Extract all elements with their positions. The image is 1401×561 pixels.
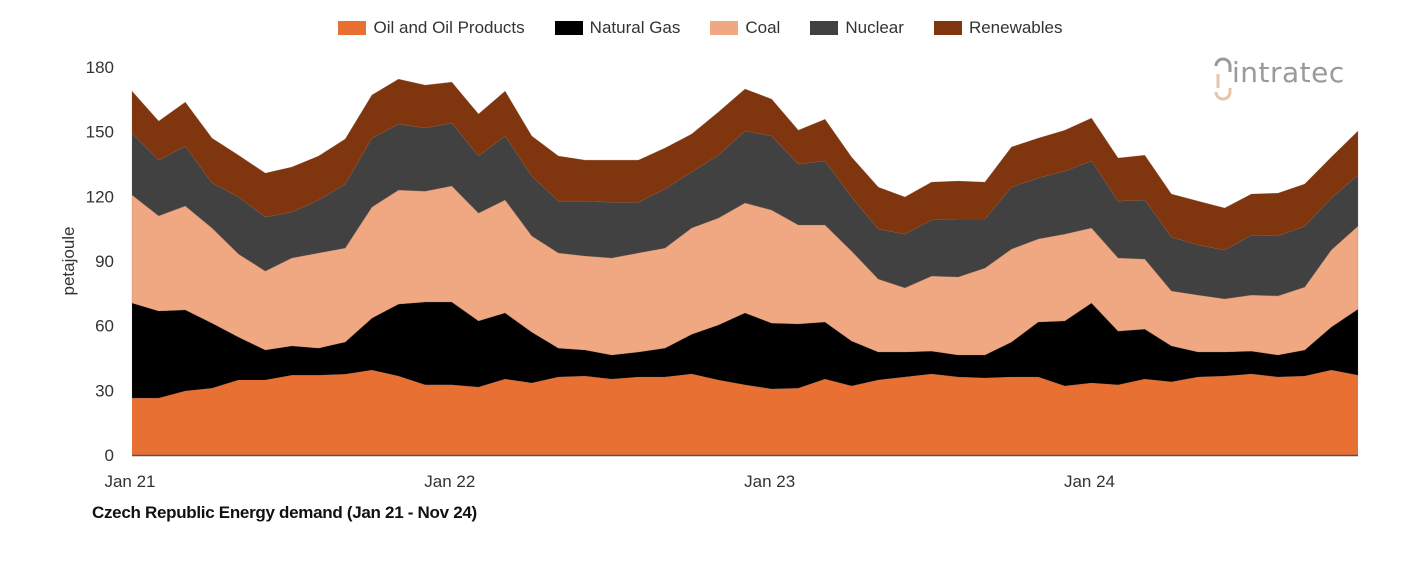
legend-swatch [710, 21, 739, 35]
legend-item: Nuclear [810, 18, 904, 38]
legend-swatch [933, 21, 962, 35]
legend-item: Oil and Oil Products [338, 18, 525, 38]
y-axis-ticks: 0 30 60 90 120 150 180 [86, 58, 114, 465]
x-tick-label: Jan 24 [1064, 472, 1115, 491]
intratec-logo-icon [1214, 57, 1232, 101]
legend-swatch [554, 21, 583, 35]
area-natural-gas [131, 301, 1359, 399]
legend-label: Oil and Oil Products [373, 18, 525, 37]
area-oil-and-oil-products [132, 370, 1358, 455]
area-renewables [131, 78, 1359, 251]
chart-caption: Czech Republic Energy demand (Jan 21 - N… [92, 503, 477, 522]
y-tick-label: 120 [86, 187, 114, 206]
area-coal [131, 185, 1359, 356]
legend-label: Nuclear [845, 18, 904, 37]
x-tick-label: Jan 21 [104, 472, 155, 491]
legend-label: Natural Gas [589, 18, 681, 37]
chart-legend: Oil and Oil Products Natural Gas Coal Nucle… [0, 18, 1401, 38]
y-tick-label: 30 [95, 381, 114, 400]
legend-item: Natural Gas [554, 18, 681, 38]
y-axis-title: petajoule [59, 226, 78, 295]
area-layers [131, 78, 1359, 455]
legend-label: Coal [745, 18, 781, 37]
legend-swatch [338, 21, 367, 35]
y-tick-label: 60 [95, 317, 114, 336]
area-nuclear [131, 122, 1359, 300]
legend-label: Renewables [968, 18, 1063, 37]
y-tick-label: 0 [105, 446, 114, 465]
logo-text: intratec [1232, 56, 1345, 89]
y-tick-label: 90 [95, 252, 114, 271]
x-tick-label: Jan 23 [744, 472, 795, 491]
intratec-logo: intratec [1212, 52, 1362, 108]
y-tick-label: 180 [86, 58, 114, 77]
legend-swatch [810, 21, 839, 35]
y-tick-label: 150 [86, 123, 114, 142]
x-axis-ticks: Jan 21 Jan 22 Jan 23 Jan 24 [104, 472, 1115, 491]
legend-item: Coal [710, 18, 780, 38]
x-tick-label: Jan 22 [424, 472, 475, 491]
legend-item: Renewables [933, 18, 1063, 38]
